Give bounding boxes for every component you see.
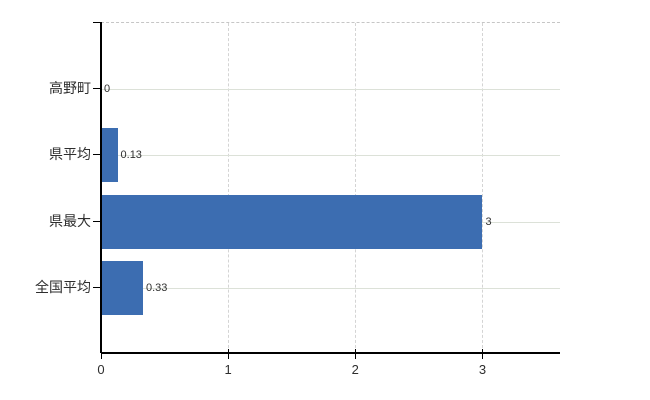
gridline-vertical [482,23,484,353]
y-axis-line [100,22,102,353]
x-tick-label: 2 [351,362,359,377]
category-label: 県平均 [49,146,91,163]
gridline-horizontal [101,287,560,289]
bar-value-label: 0.33 [145,281,168,294]
category-label: 県最大 [49,212,91,229]
x-tick-label: 1 [224,362,232,377]
category-label: 全国平均 [35,278,91,295]
bar [101,260,143,315]
x-tick [355,349,357,359]
x-tick [101,349,102,359]
y-axis-top-tick [93,22,100,23]
category-tick [93,154,100,156]
plot-area: 0 0.13 3 0.33 [101,22,560,353]
category-tick [93,88,100,90]
x-axis-line [101,352,560,354]
category-tick [93,286,100,288]
bar-value-label: 0 [104,83,111,96]
category-tick [93,220,100,222]
gridline-vertical [228,23,230,353]
x-tick [228,349,230,359]
bar [101,194,483,249]
gridline-horizontal [101,155,560,157]
bar [101,128,118,183]
category-label: 高野町 [49,80,91,97]
bar-value-label: 3 [485,215,492,228]
gridline-vertical [355,23,357,353]
x-tick [482,349,484,359]
bar-value-label: 0.13 [120,149,142,162]
gridline-horizontal [101,89,560,91]
x-tick-label: 3 [478,362,487,377]
x-tick-label: 0 [97,362,105,377]
